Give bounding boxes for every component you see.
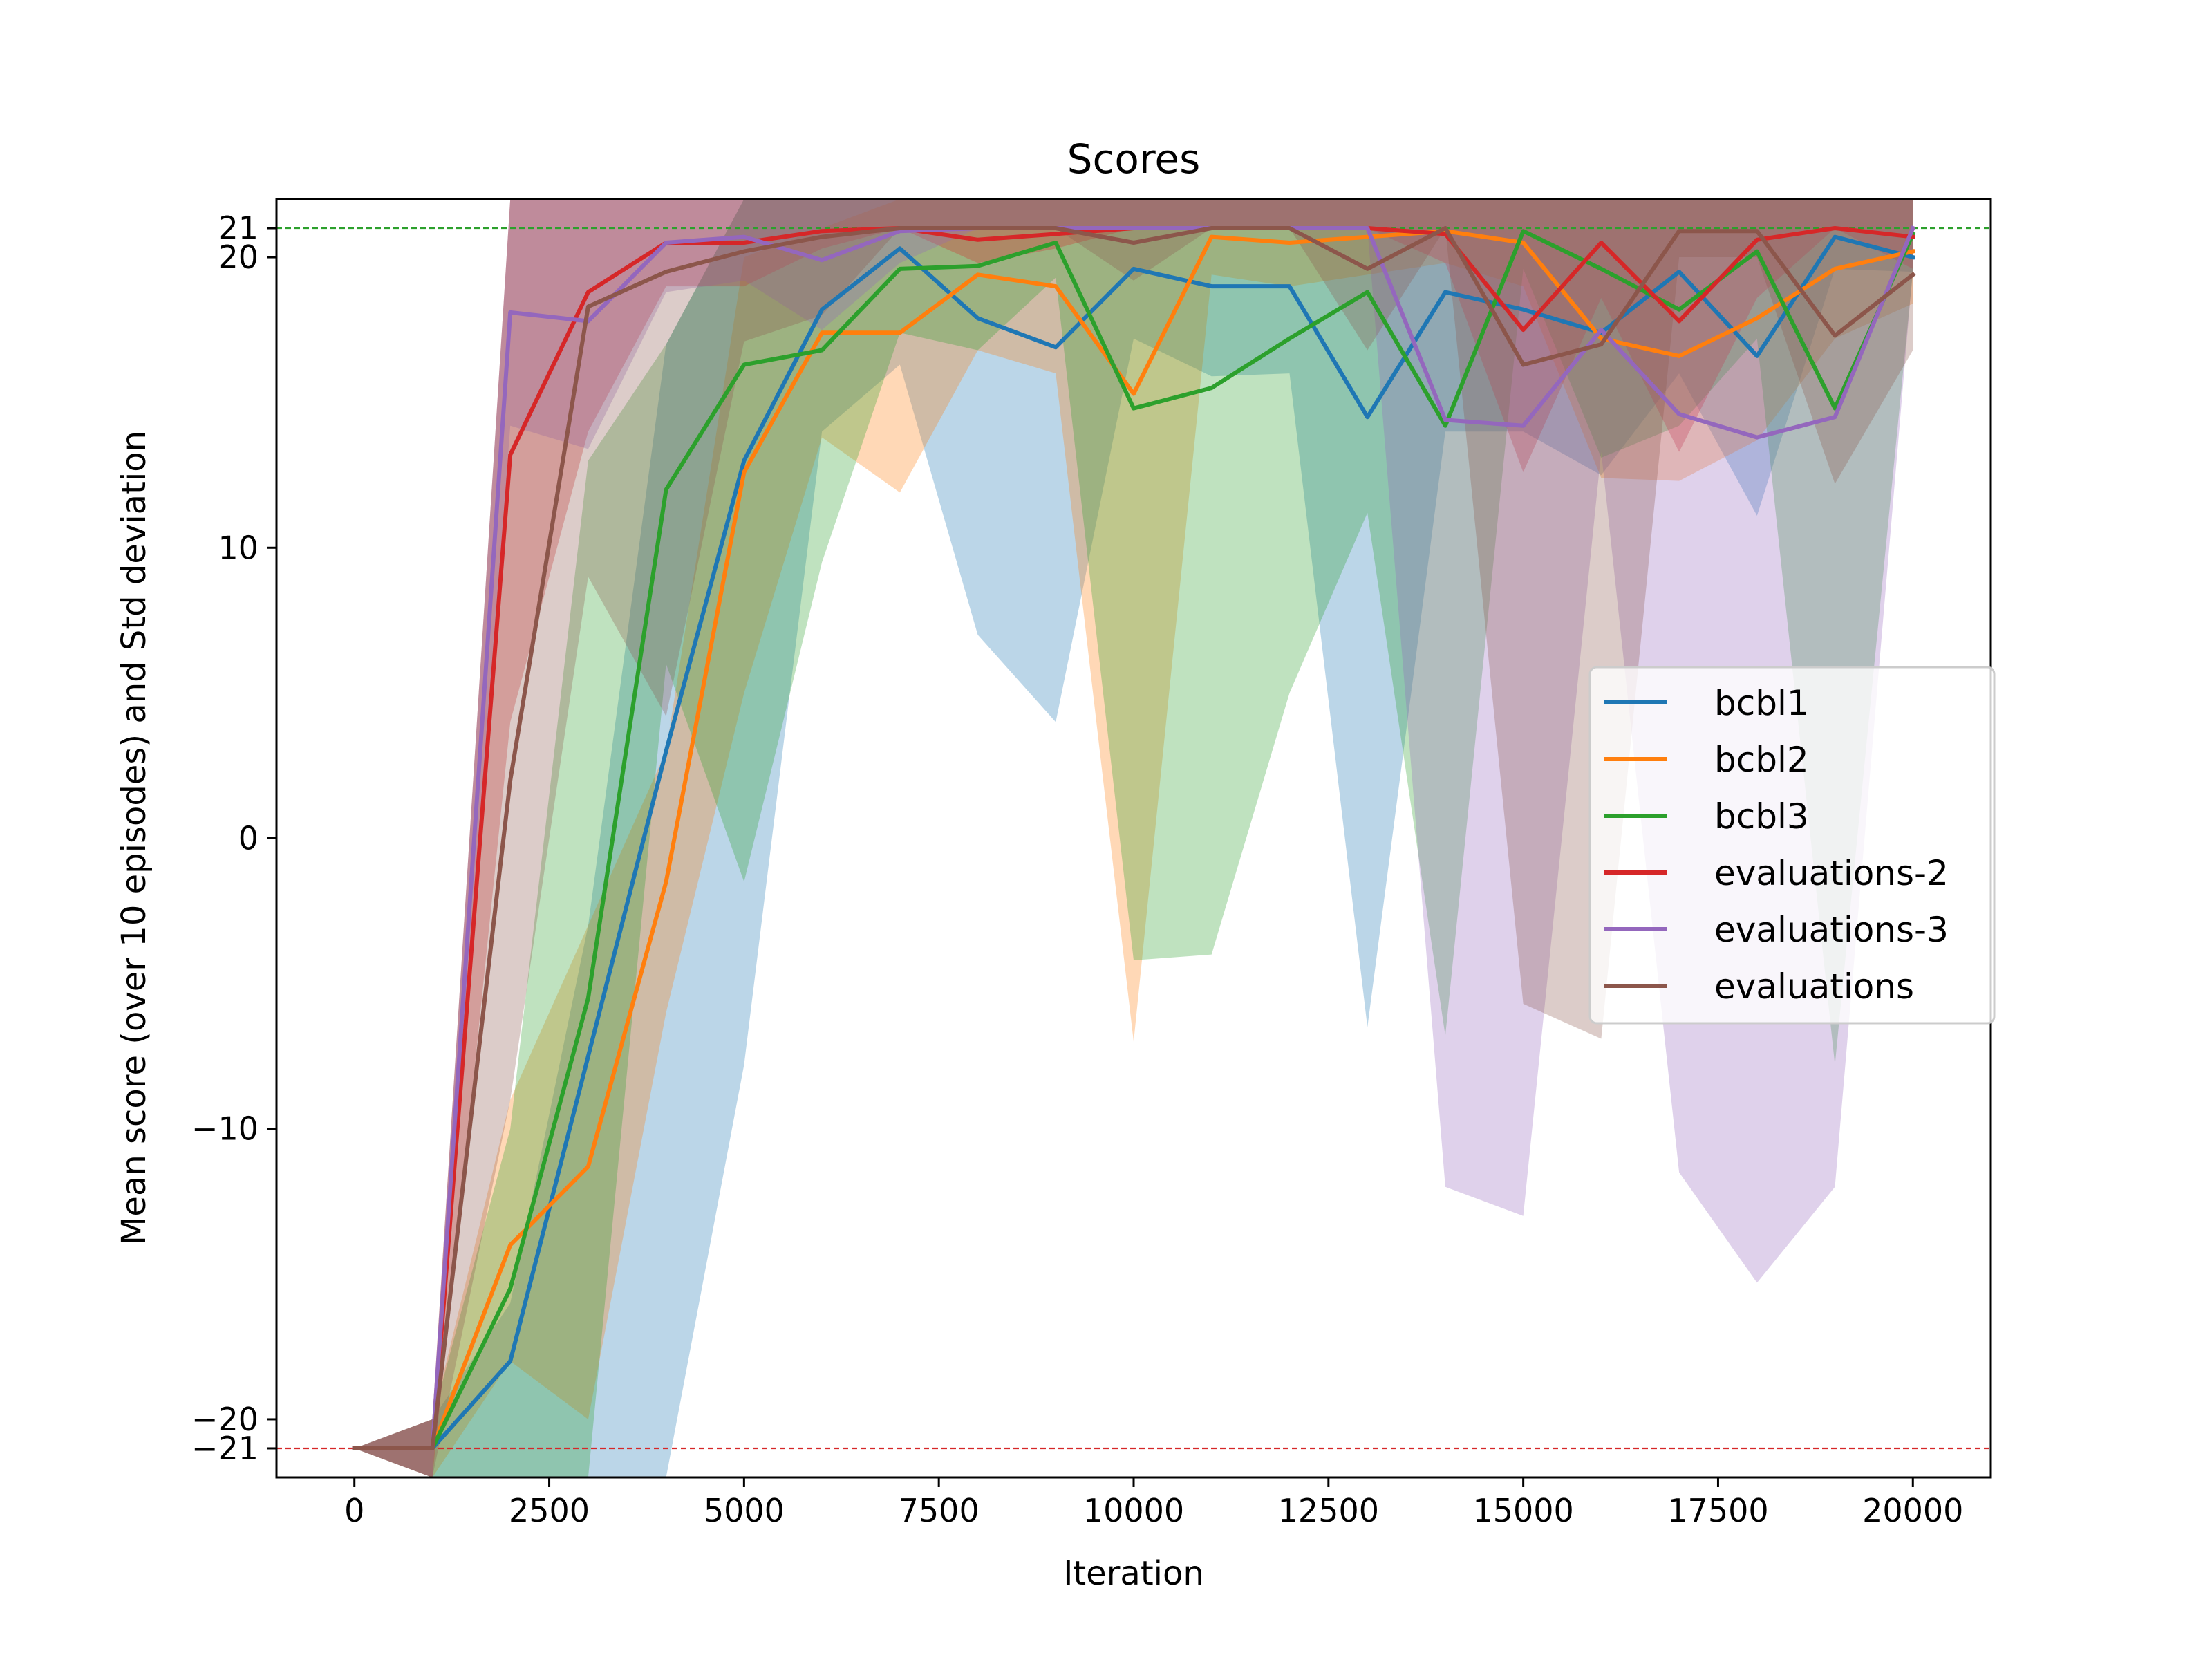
x-tick-label: 10000	[1083, 1492, 1184, 1529]
std-band-bcbl1	[354, 199, 1913, 1477]
x-tick-label: 2500	[509, 1492, 590, 1529]
y-tick-label: 0	[238, 820, 259, 857]
legend: bcbl1 bcbl2 bcbl3 evaluations-2 evaluations-…	[1588, 666, 1996, 1025]
x-axis: 0 2500 5000 7500 10000 12500 15000 17500 20000	[344, 1477, 1963, 1529]
x-tick-label: 17500	[1667, 1492, 1768, 1529]
x-tick-label: 20000	[1862, 1492, 1963, 1529]
std-band-bcbl2	[354, 199, 1913, 1477]
y-tick-label: 20	[218, 239, 259, 276]
x-tick-label: 5000	[704, 1492, 785, 1529]
x-tick-label: 0	[344, 1492, 364, 1529]
y-tick-label: 10	[218, 529, 259, 566]
y-tick-label: −20	[191, 1401, 259, 1438]
std-band-bcbl3	[354, 199, 1913, 1477]
legend-box	[1588, 666, 1996, 1025]
legend-label-bcbl3: bcbl3	[1714, 796, 1809, 837]
legend-label-bcbl2: bcbl2	[1714, 740, 1809, 780]
series-line-evaluations	[352, 226, 1916, 1450]
legend-label-evaluations-3: evaluations-3	[1714, 910, 1949, 950]
legend-label-bcbl1: bcbl1	[1714, 683, 1809, 723]
x-tick-label: 12500	[1278, 1492, 1379, 1529]
y-tick-label: −10	[191, 1110, 259, 1148]
x-tick-label: 15000	[1472, 1492, 1573, 1529]
std-band-evaluations-3	[354, 199, 1913, 1477]
series-line-bcbl2	[352, 229, 1915, 1450]
x-axis-label: Iteration	[1063, 1554, 1204, 1593]
y-tick-label: 21	[218, 209, 259, 247]
y-tick-label: −21	[191, 1430, 259, 1467]
chart-title: Scores	[1067, 136, 1201, 183]
legend-label-evaluations: evaluations	[1714, 967, 1914, 1007]
y-axis-label: Mean score (over 10 episodes) and Std de…	[115, 431, 153, 1245]
legend-label-evaluations-2: evaluations-2	[1714, 853, 1949, 893]
std-band-evaluations	[354, 199, 1913, 1477]
x-tick-label: 7500	[899, 1492, 980, 1529]
series-lines	[352, 225, 1916, 1450]
